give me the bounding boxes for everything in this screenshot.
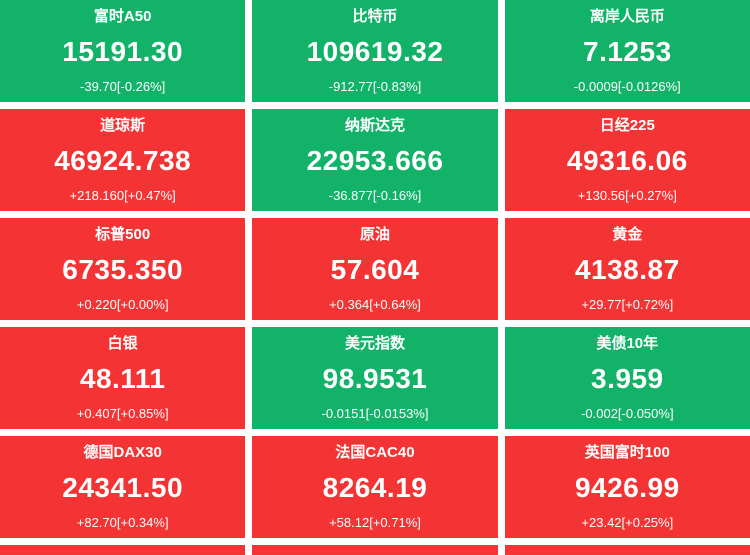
instrument-change: +130.56[+0.27%] (577, 188, 677, 203)
instrument-price: 22953.666 (306, 145, 444, 176)
instrument-change: +82.70[+0.34%] (76, 515, 169, 530)
market-tile-offshore-rmb[interactable]: 离岸人民币 7.1253 -0.0009[-0.0126%] (504, 0, 750, 102)
market-tile-partial-1[interactable] (0, 545, 246, 555)
market-tile-nikkei-225[interactable]: 日经225 49316.06 +130.56[+0.27%] (504, 109, 750, 211)
instrument-change: +29.77[+0.72%] (581, 297, 674, 312)
market-tile-us-10y-treasury[interactable]: 美债10年 3.959 -0.002[-0.050%] (504, 327, 750, 429)
instrument-price: 48.111 (79, 363, 166, 394)
instrument-change: +58.12[+0.71%] (329, 515, 421, 530)
instrument-price: 24341.50 (62, 472, 184, 503)
instrument-price: 46924.738 (54, 145, 192, 176)
market-tile-partial-2[interactable] (252, 545, 498, 555)
instrument-name: 黄金 (612, 226, 643, 243)
instrument-price: 98.9531 (322, 363, 428, 394)
market-tile-ftse-a50[interactable]: 富时A50 15191.30 -39.70[-0.26%] (0, 0, 246, 102)
market-tile-usd-index[interactable]: 美元指数 98.9531 -0.0151[-0.0153%] (252, 327, 498, 429)
instrument-name: 标普500 (95, 226, 151, 243)
instrument-name: 法国CAC40 (335, 444, 415, 461)
instrument-name: 离岸人民币 (589, 8, 665, 25)
instrument-change: +23.42[+0.25%] (581, 515, 674, 530)
market-tile-ftse100[interactable]: 英国富时100 9426.99 +23.42[+0.25%] (504, 436, 750, 538)
instrument-change: -36.877[-0.16%] (328, 188, 422, 203)
market-tile-partial-3[interactable] (504, 545, 750, 555)
instrument-name: 比特币 (352, 8, 398, 25)
market-tile-sp500[interactable]: 标普500 6735.350 +0.220[+0.00%] (0, 218, 246, 320)
instrument-change: -0.0009[-0.0126%] (573, 79, 681, 94)
instrument-name: 德国DAX30 (83, 444, 162, 461)
instrument-change: -39.70[-0.26%] (80, 79, 166, 94)
instrument-price: 6735.350 (62, 254, 184, 285)
market-tile-crude-oil[interactable]: 原油 57.604 +0.364[+0.64%] (252, 218, 498, 320)
instrument-price: 7.1253 (583, 36, 672, 67)
market-tile-dax30[interactable]: 德国DAX30 24341.50 +82.70[+0.34%] (0, 436, 246, 538)
instrument-name: 美元指数 (344, 335, 405, 352)
market-tile-nasdaq[interactable]: 纳斯达克 22953.666 -36.877[-0.16%] (252, 109, 498, 211)
instrument-price: 57.604 (330, 254, 420, 285)
instrument-change: +0.407[+0.85%] (76, 406, 169, 421)
instrument-change: +0.364[+0.64%] (329, 297, 421, 312)
instrument-name: 美债10年 (596, 335, 659, 352)
market-tile-gold[interactable]: 黄金 4138.87 +29.77[+0.72%] (504, 218, 750, 320)
instrument-name: 纳斯达克 (344, 117, 405, 134)
market-tile-cac40[interactable]: 法国CAC40 8264.19 +58.12[+0.71%] (252, 436, 498, 538)
instrument-price: 3.959 (591, 363, 664, 394)
market-tile-silver[interactable]: 白银 48.111 +0.407[+0.85%] (0, 327, 246, 429)
instrument-price: 8264.19 (322, 472, 428, 503)
instrument-name: 富时A50 (93, 8, 152, 25)
instrument-name: 原油 (359, 226, 390, 243)
instrument-change: +218.160[+0.47%] (69, 188, 176, 203)
instrument-price: 49316.06 (566, 145, 688, 176)
instrument-price: 109619.32 (306, 36, 444, 67)
instrument-price: 9426.99 (574, 472, 680, 503)
instrument-name: 日经225 (599, 117, 655, 134)
instrument-name: 英国富时100 (584, 444, 670, 461)
instrument-change: +0.220[+0.00%] (76, 297, 169, 312)
instrument-change: -0.002[-0.050%] (581, 406, 674, 421)
instrument-change: -0.0151[-0.0153%] (321, 406, 429, 421)
market-tile-dow-jones[interactable]: 道琼斯 46924.738 +218.160[+0.47%] (0, 109, 246, 211)
instrument-name: 白银 (107, 335, 138, 352)
instrument-price: 15191.30 (62, 36, 184, 67)
instrument-change: -912.77[-0.83%] (328, 79, 422, 94)
market-tile-bitcoin[interactable]: 比特币 109619.32 -912.77[-0.83%] (252, 0, 498, 102)
instrument-name: 道琼斯 (100, 117, 146, 134)
instrument-price: 4138.87 (574, 254, 680, 285)
